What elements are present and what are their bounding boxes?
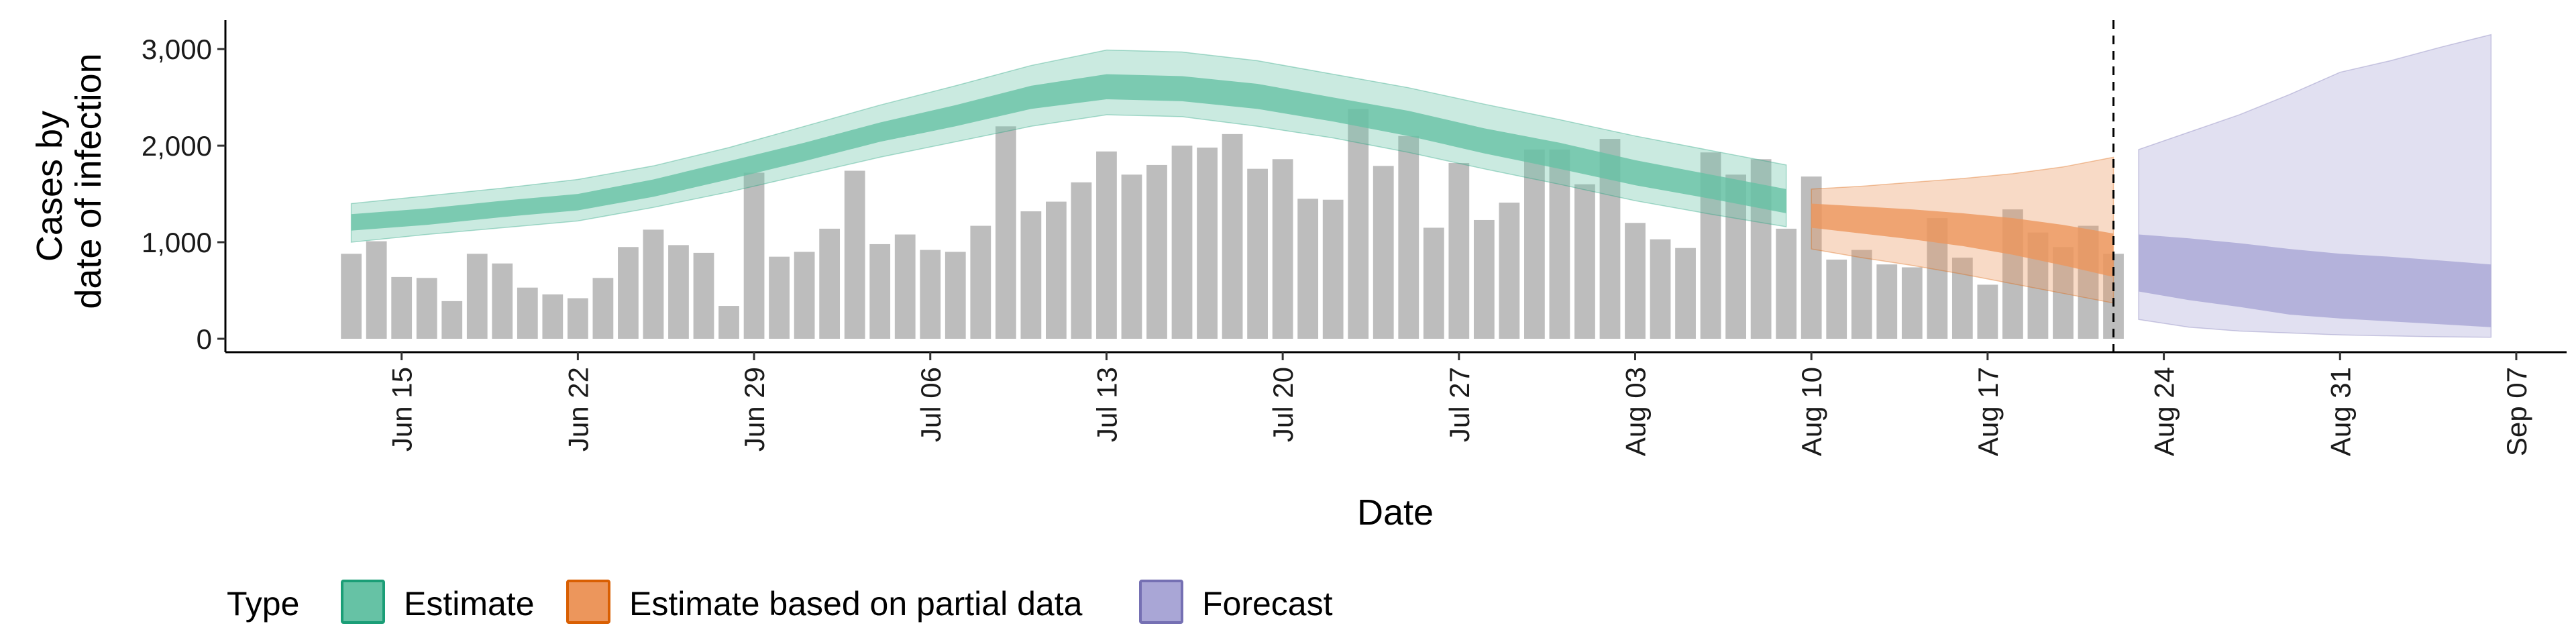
x-tick-label: Jun 15 xyxy=(386,367,418,451)
x-ticks: Jun 15 Jun 22 Jun 29 Jul 06 Jul 13 Jul 20 Jul … xyxy=(386,352,2532,456)
legend-label-forecast: Forecast xyxy=(1202,585,1333,623)
y-tick-label: 3,000 xyxy=(142,34,212,65)
y-axis-title: Cases by date of infection xyxy=(30,53,109,309)
band-inner-estimate xyxy=(351,74,1786,231)
legend-swatch-partial xyxy=(566,580,610,624)
bar xyxy=(567,298,588,339)
band-outer-estimate xyxy=(350,49,1787,243)
bar xyxy=(1423,227,1444,339)
y-tick-label: 2,000 xyxy=(142,130,212,162)
bar xyxy=(1574,184,1595,339)
bar xyxy=(869,244,891,339)
bar xyxy=(1876,264,1898,339)
x-axis-title: Date xyxy=(1357,492,1434,533)
bands-layer xyxy=(350,34,2492,338)
bar xyxy=(492,263,513,339)
bar xyxy=(1448,163,1470,339)
bar xyxy=(416,278,437,339)
bar xyxy=(1776,228,1797,339)
bar xyxy=(718,306,739,339)
bar xyxy=(1272,159,1293,339)
y-tick-label: 0 xyxy=(197,323,212,355)
bar xyxy=(1499,203,1520,339)
bar xyxy=(1297,199,1319,339)
x-tick-label: Jun 29 xyxy=(739,367,770,451)
bar xyxy=(391,276,413,339)
y-tick-label: 1,000 xyxy=(142,227,212,258)
legend-swatch-forecast xyxy=(1139,580,1183,624)
bar xyxy=(945,252,966,339)
bar xyxy=(1046,201,1067,339)
x-tick-label: Aug 17 xyxy=(1972,367,2004,456)
y-axis-title-line-1: Cases by xyxy=(30,111,70,262)
bar xyxy=(1197,148,1218,339)
bar xyxy=(1650,239,1671,339)
bar xyxy=(1171,146,1193,339)
bar xyxy=(1096,151,1117,339)
bar xyxy=(1977,284,1998,339)
bar xyxy=(970,225,991,339)
bar xyxy=(1801,176,1822,339)
bar xyxy=(894,234,916,339)
bar xyxy=(1549,149,1570,339)
bar xyxy=(668,245,689,339)
bar xyxy=(1247,168,1268,339)
legend-label-estimate: Estimate xyxy=(404,585,535,623)
bar xyxy=(1524,149,1545,339)
bar xyxy=(1826,259,1847,339)
bar xyxy=(743,172,765,339)
x-tick-label: Jul 20 xyxy=(1267,367,1299,442)
bar xyxy=(441,301,463,339)
x-tick-label: Jul 13 xyxy=(1091,367,1122,442)
bar xyxy=(844,170,865,339)
bar xyxy=(341,254,362,339)
y-ticks: 0 1,000 2,000 3,000 xyxy=(142,34,225,355)
legend: Type Estimate Estimate based on partial … xyxy=(227,580,1333,624)
bar xyxy=(1222,133,1243,339)
x-tick-label: Aug 10 xyxy=(1796,367,1827,456)
bar xyxy=(466,254,488,339)
x-tick-label: Jun 22 xyxy=(562,367,594,451)
band-inner-forecast xyxy=(2139,234,2491,327)
x-tick-label: Aug 24 xyxy=(2149,367,2180,456)
bar xyxy=(1473,219,1495,339)
bar xyxy=(1121,174,1142,339)
x-tick-label: Sep 07 xyxy=(2501,367,2532,456)
bar xyxy=(769,256,790,339)
bar xyxy=(794,252,815,339)
bar xyxy=(1851,250,1872,339)
bar xyxy=(693,252,714,339)
bar xyxy=(366,241,387,339)
bar xyxy=(1348,109,1369,339)
legend-label-partial: Estimate based on partial data xyxy=(629,585,1083,623)
bar xyxy=(1071,182,1092,339)
legend-swatch-estimate xyxy=(341,580,385,624)
x-tick-label: Aug 03 xyxy=(1620,367,1652,456)
bar xyxy=(1398,136,1419,339)
y-axis-title-line-2: date of infection xyxy=(68,53,109,309)
bar xyxy=(1675,248,1696,339)
bar xyxy=(542,294,564,339)
bar xyxy=(1951,258,1973,339)
bar xyxy=(517,287,538,339)
bar xyxy=(1901,267,1923,339)
bar xyxy=(1373,166,1394,339)
x-tick-label: Aug 31 xyxy=(2324,367,2356,456)
band-inner-estimate-based-on-partial-data xyxy=(1811,203,2114,277)
bar xyxy=(1146,164,1167,339)
legend-title: Type xyxy=(227,585,299,623)
bar xyxy=(920,250,941,339)
bar xyxy=(1625,223,1646,339)
bar xyxy=(643,229,664,339)
bar xyxy=(819,228,841,339)
x-tick-label: Jul 06 xyxy=(915,367,947,442)
bar xyxy=(1020,211,1042,339)
bar xyxy=(592,278,614,339)
bars-layer xyxy=(341,109,2124,339)
bar xyxy=(618,247,639,339)
bar xyxy=(1322,199,1344,339)
x-tick-label: Jul 27 xyxy=(1444,367,1475,442)
bar xyxy=(995,126,1016,339)
